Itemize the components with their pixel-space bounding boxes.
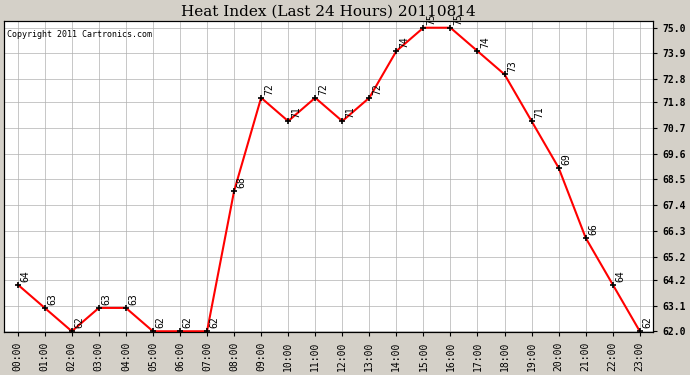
Text: 72: 72	[372, 83, 382, 95]
Text: 72: 72	[318, 83, 328, 95]
Text: 73: 73	[507, 60, 518, 72]
Text: 62: 62	[75, 317, 85, 328]
Text: 74: 74	[480, 36, 491, 48]
Text: 63: 63	[128, 293, 139, 305]
Text: 62: 62	[210, 317, 220, 328]
Text: 64: 64	[21, 270, 30, 282]
Text: Copyright 2011 Cartronics.com: Copyright 2011 Cartronics.com	[8, 30, 152, 39]
Text: 71: 71	[345, 106, 355, 118]
Text: 74: 74	[399, 36, 409, 48]
Text: 62: 62	[642, 317, 653, 328]
Text: 71: 71	[534, 106, 544, 118]
Text: 66: 66	[589, 224, 598, 235]
Text: 75: 75	[426, 13, 436, 25]
Text: 62: 62	[183, 317, 193, 328]
Text: 69: 69	[562, 153, 571, 165]
Text: 64: 64	[615, 270, 626, 282]
Text: 62: 62	[156, 317, 166, 328]
Text: 63: 63	[101, 293, 112, 305]
Text: 72: 72	[264, 83, 274, 95]
Text: 68: 68	[237, 177, 247, 188]
Text: 75: 75	[453, 13, 463, 25]
Text: 71: 71	[291, 106, 301, 118]
Title: Heat Index (Last 24 Hours) 20110814: Heat Index (Last 24 Hours) 20110814	[181, 4, 476, 18]
Text: 63: 63	[48, 293, 57, 305]
